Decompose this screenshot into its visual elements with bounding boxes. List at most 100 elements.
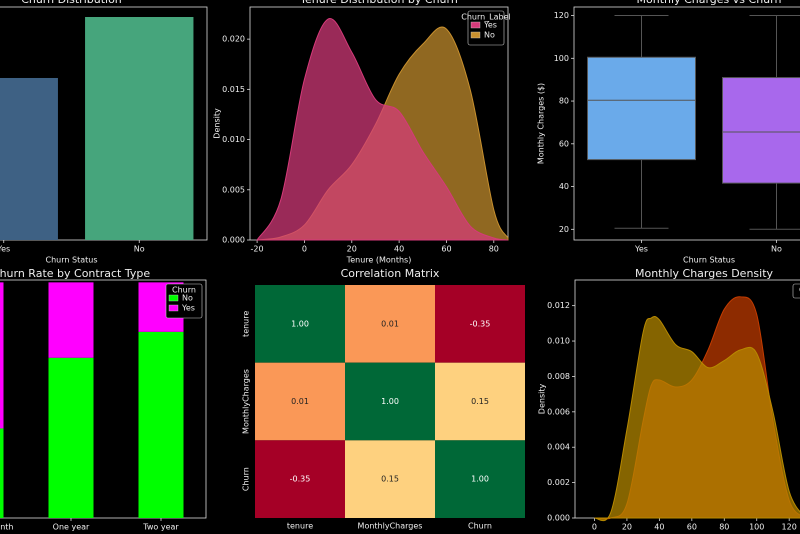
y-tick-label: 40: [559, 182, 569, 191]
heatmap-cell: [345, 362, 435, 441]
cell-label: -0.35: [470, 319, 491, 328]
chart-title: Monthly Charges vs Churn: [637, 0, 782, 6]
y-tick-label: 120: [554, 11, 569, 20]
legend-label: Yes: [181, 304, 195, 313]
y-tick-label: 0.005: [222, 185, 245, 194]
y-tick-label: 0.006: [547, 407, 570, 416]
legend-swatch: [168, 304, 179, 312]
cell-label: 1.00: [291, 319, 309, 328]
legend-swatch: [470, 21, 481, 29]
chart-panel: Churn Rate by Contract Type Month-to-mont…: [0, 267, 207, 532]
chart-panel: Monthly Charges vs Churn 20 40 60 80 100 120 Ye…: [537, 0, 800, 265]
x-tick-label: 20: [622, 523, 632, 532]
bar: [0, 77, 58, 240]
legend-swatch: [470, 31, 481, 39]
x-tick-label: -20: [251, 245, 264, 254]
heatmap-cell: [435, 285, 525, 363]
y-tick-label: 0.012: [547, 301, 570, 310]
y-axis-label: Density: [538, 384, 547, 415]
legend-label: No: [182, 294, 193, 303]
cell-label: 0.01: [381, 319, 399, 328]
chart-title: Correlation Matrix: [341, 267, 440, 280]
legend-swatch: [168, 294, 179, 302]
bar-segment: [0, 282, 4, 429]
y-tick-label: 0.004: [547, 443, 570, 452]
x-tick-label: 80: [489, 245, 499, 254]
heatmap-cell: [435, 440, 525, 518]
x-tick-label: 100: [749, 523, 764, 532]
x-tick-label: tenure: [287, 522, 313, 531]
chart-panel: Churn Distribution Yes No Churn Status: [0, 0, 208, 265]
chart-title: Tenure Distribution by Churn: [299, 0, 458, 6]
y-tick-label: 0.015: [222, 85, 245, 94]
y-tick-label: 0.000: [547, 514, 570, 523]
y-tick-label: MonthlyCharges: [242, 369, 251, 434]
x-tick-label: Month-to-month: [0, 523, 14, 532]
x-tick-label: 80: [719, 523, 729, 532]
y-tick-label: 0.002: [547, 478, 570, 487]
x-tick-label: No: [771, 245, 782, 254]
x-axis-label: Churn Status: [46, 256, 98, 265]
legend-label: No: [484, 31, 495, 40]
box: [587, 56, 696, 161]
density-area: [256, 18, 509, 241]
x-axis-label: Churn Status: [683, 256, 735, 265]
bar-segment: [48, 357, 94, 518]
chart-title: Churn Distribution: [21, 0, 122, 6]
chart-panel: Monthly Charges Density 0.000 0.002 0.004 0.…: [538, 267, 800, 532]
x-tick-label: 60: [441, 245, 451, 254]
bar: [85, 16, 194, 240]
legend-title: Churn_Label: [461, 13, 511, 22]
x-axis-label: Tenure (Months): [346, 256, 412, 265]
x-tick-label: 60: [687, 523, 697, 532]
legend-box: [792, 283, 800, 299]
y-axis-label: Density: [213, 108, 222, 139]
plot-frame: [573, 6, 800, 241]
y-tick-label: 100: [554, 54, 569, 63]
x-tick-label: 40: [394, 245, 404, 254]
plot-frame: [0, 6, 208, 241]
heatmap-cell: [345, 440, 435, 518]
heatmap-cell: [345, 285, 435, 363]
cell-label: 1.00: [471, 475, 489, 484]
bar-segment: [0, 428, 4, 518]
y-tick-label: 60: [559, 139, 569, 148]
x-tick-label: 0: [302, 245, 307, 254]
cell-label: 1.00: [381, 397, 399, 406]
x-tick-label: 20: [347, 245, 357, 254]
heatmap-cell: [255, 285, 345, 363]
heatmap-cell: [255, 362, 345, 441]
y-tick-label: Churn: [242, 467, 251, 491]
x-tick-label: One year: [53, 523, 90, 532]
x-tick-label: No: [134, 245, 145, 254]
density-area: [594, 315, 800, 522]
chart-panel: Tenure Distribution by Churn 0.000 0.005 0.…: [213, 0, 511, 265]
cell-label: 0.15: [381, 475, 399, 484]
x-tick-label: Yes: [0, 245, 10, 254]
x-tick-label: Two year: [142, 523, 179, 532]
bar-segment: [138, 331, 184, 518]
chart-title: Monthly Charges Density: [635, 267, 774, 280]
heatmap-cell: [255, 440, 345, 518]
cell-label: 0.15: [471, 397, 489, 406]
y-tick-label: 0.008: [547, 372, 570, 381]
x-tick-label: 0: [592, 523, 597, 532]
chart-panel: Correlation Matrix 1.00 0.01 -0.35 0.01 1.00 0…: [242, 267, 525, 531]
y-tick-label: 0.000: [222, 236, 245, 245]
y-tick-label: 20: [559, 225, 569, 234]
legend-label: Yes: [483, 21, 497, 30]
cell-label: -0.35: [290, 475, 311, 484]
x-tick-label: Yes: [634, 245, 648, 254]
x-tick-label: MonthlyCharges: [358, 522, 423, 531]
legend-title: Churn: [172, 286, 196, 295]
chart-title: Churn Rate by Contract Type: [0, 267, 150, 280]
y-tick-label: 0.020: [222, 35, 245, 44]
cell-label: 0.01: [291, 397, 309, 406]
x-tick-label: Churn: [468, 522, 492, 531]
y-axis-label: Monthly Charges ($): [537, 83, 546, 164]
heatmap-cell: [435, 362, 525, 441]
y-tick-label: 0.010: [547, 337, 570, 346]
box: [722, 77, 800, 184]
